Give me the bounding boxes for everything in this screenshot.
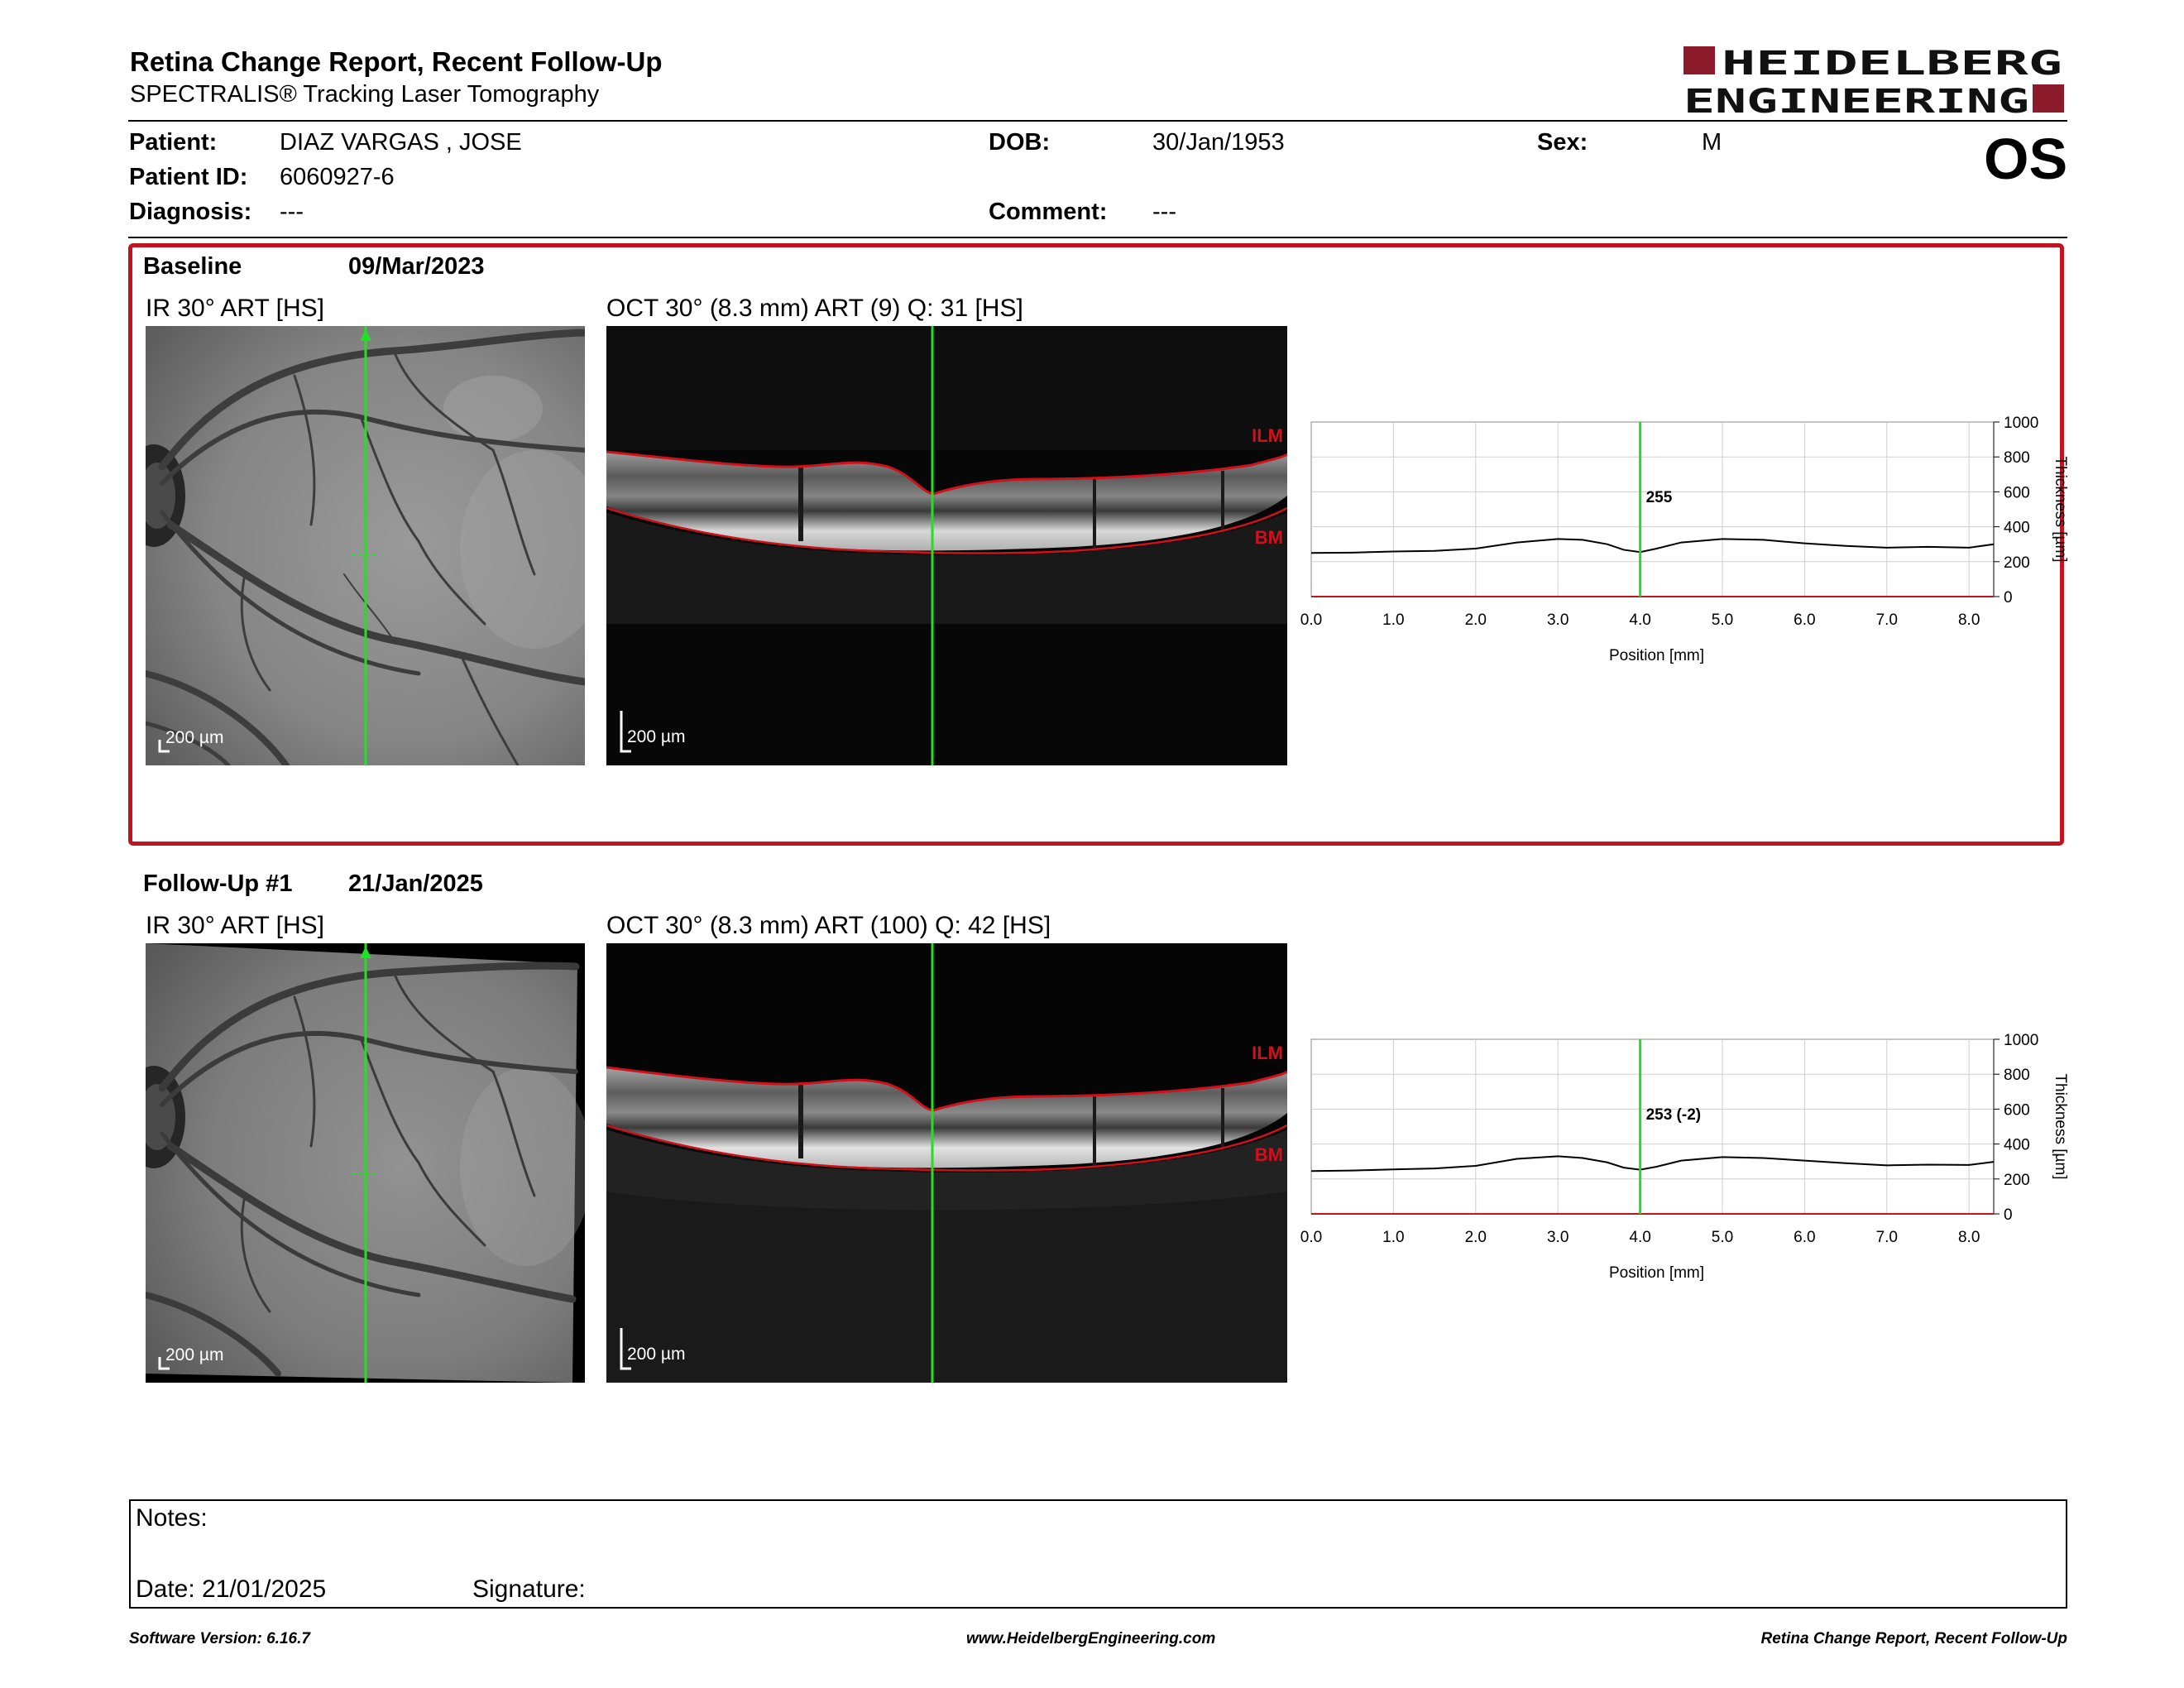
followup-ir-label: IR 30° ART [HS] xyxy=(146,912,324,939)
baseline-ir-label: IR 30° ART [HS] xyxy=(146,295,324,322)
followup-chart-y-tick-label: 800 xyxy=(2004,1067,2030,1084)
brand-logo: HEIDELBERG ENGINEERING xyxy=(1684,43,2064,121)
brand-logo-graphic: HEIDELBERG ENGINEERING xyxy=(1684,45,2064,121)
baseline-oct-graphic: ILM BM xyxy=(606,326,1287,765)
notes-box[interactable]: Notes: Date: 21/01/2025 Signature: xyxy=(129,1499,2067,1609)
baseline-chart-x-tick-label: 4.0 xyxy=(1629,611,1650,629)
followup-thickness-chart: 0.0 1.0 2.0 3.0 4.0 5.0 6.0 7.0 8.0 0 200 400 600 800… xyxy=(1291,1031,2069,1296)
baseline-ir-scale: 200 µm xyxy=(165,728,224,747)
eye-laterality: OS xyxy=(1984,127,2068,191)
baseline-thickness-chart-svg: 0.0 1.0 2.0 3.0 4.0 5.0 6.0 7.0 8.0 0 200 400 600 800… xyxy=(1300,415,2069,664)
patient-id-label: Patient ID: xyxy=(129,164,248,190)
followup-chart-x-tick-label: 6.0 xyxy=(1794,1229,1815,1246)
followup-chart-x-axis-label: Position [mm] xyxy=(1609,1264,1704,1282)
footer-website-link[interactable]: www.HeidelbergEngineering.com xyxy=(966,1630,1216,1647)
followup-fundus-graphic xyxy=(146,943,585,1383)
baseline-chart-x-axis-label: Position [mm] xyxy=(1609,647,1704,664)
baseline-ir-image[interactable]: 200 µm xyxy=(146,326,585,765)
baseline-bm-label: BM xyxy=(1255,527,1283,548)
followup-chart-x-tick-label: 2.0 xyxy=(1465,1229,1487,1246)
baseline-date: 09/Mar/2023 xyxy=(348,253,485,280)
followup-chart-cursor-value: 253 (-2) xyxy=(1646,1106,1702,1124)
sex-value: M xyxy=(1702,129,1722,156)
followup-oct-image[interactable]: ILM BM 200 µm xyxy=(606,943,1287,1383)
baseline-chart-x-tick-label: 1.0 xyxy=(1382,611,1404,629)
header-divider xyxy=(128,120,2067,122)
notes-label: Notes: xyxy=(136,1504,208,1532)
patient-divider xyxy=(128,237,2067,238)
followup-chart-x-tick-label: 0.0 xyxy=(1300,1229,1322,1246)
brand-square-top xyxy=(1684,46,1715,74)
followup-oct-scale: 200 µm xyxy=(627,1345,686,1364)
followup-oct-label: OCT 30° (8.3 mm) ART (100) Q: 42 [HS] xyxy=(606,912,1051,939)
followup-chart-x-tick-label: 1.0 xyxy=(1382,1229,1404,1246)
baseline-chart-x-tick-label: 2.0 xyxy=(1465,611,1487,629)
followup-chart-plot-area xyxy=(1310,1038,1995,1215)
footer-software-version: Software Version: 6.16.7 xyxy=(129,1630,310,1647)
baseline-chart-x-tick-label: 8.0 xyxy=(1958,611,1980,629)
brand-line2: ENGINEERING xyxy=(1684,83,2029,119)
baseline-chart-y-tick-label: 400 xyxy=(2004,520,2030,537)
followup-thickness-chart-svg: 0.0 1.0 2.0 3.0 4.0 5.0 6.0 7.0 8.0 0 200 400 600 800… xyxy=(1300,1032,2069,1282)
followup-chart-x-tick-label: 7.0 xyxy=(1876,1229,1898,1246)
followup-chart-x-tick-label: 3.0 xyxy=(1547,1229,1569,1246)
baseline-chart-y-tick-label: 600 xyxy=(2004,484,2030,501)
baseline-chart-x-tick-label: 0.0 xyxy=(1300,611,1322,629)
sex-label: Sex: xyxy=(1537,129,1588,156)
footer-report-name: Retina Change Report, Recent Follow-Up xyxy=(1760,1630,2067,1647)
baseline-fundus-graphic xyxy=(146,326,585,765)
diagnosis-label: Diagnosis: xyxy=(129,199,252,225)
baseline-label: Baseline xyxy=(143,253,242,280)
brand-square-bottom xyxy=(2033,84,2064,113)
baseline-ilm-label: ILM xyxy=(1252,425,1283,446)
report-subtitle: SPECTRALIS® Tracking Laser Tomography xyxy=(130,81,600,108)
followup-chart-x-tick-label: 8.0 xyxy=(1958,1229,1980,1246)
followup-chart-y-tick-label: 600 xyxy=(2004,1101,2030,1119)
baseline-oct-label: OCT 30° (8.3 mm) ART (9) Q: 31 [HS] xyxy=(606,295,1023,322)
dob-value: 30/Jan/1953 xyxy=(1152,129,1285,156)
baseline-oct-scale: 200 µm xyxy=(627,727,686,746)
followup-chart-y-tick-label: 400 xyxy=(2004,1137,2030,1154)
baseline-chart-cursor-value: 255 xyxy=(1646,489,1673,506)
followup-label: Follow-Up #1 xyxy=(143,870,293,897)
signature-label: Signature: xyxy=(472,1575,586,1603)
baseline-chart-y-axis-label: Thickness [µm] xyxy=(2052,456,2068,562)
patient-label: Patient: xyxy=(129,129,218,156)
baseline-chart-y-tick-label: 800 xyxy=(2004,449,2030,467)
baseline-chart-y-tick-label: 200 xyxy=(2004,554,2030,572)
report-title: Retina Change Report, Recent Follow-Up xyxy=(130,46,663,77)
followup-chart-x-tick-label: 4.0 xyxy=(1629,1229,1650,1246)
followup-date: 21/Jan/2025 xyxy=(348,870,483,897)
followup-chart-y-tick-label: 1000 xyxy=(2004,1032,2038,1049)
baseline-thickness-chart: 0.0 1.0 2.0 3.0 4.0 5.0 6.0 7.0 8.0 0 200 400 600 800… xyxy=(1291,414,2069,679)
followup-ilm-label: ILM xyxy=(1252,1043,1283,1063)
baseline-highlight-box xyxy=(128,243,2064,846)
baseline-chart-x-tick-label: 3.0 xyxy=(1547,611,1569,629)
followup-chart-y-tick-label: 200 xyxy=(2004,1172,2030,1189)
patient-id-value: 6060927-6 xyxy=(280,164,395,190)
baseline-oct-image[interactable]: ILM BM 200 µm xyxy=(606,326,1287,765)
followup-chart-y-tick-label: 0 xyxy=(2004,1206,2013,1224)
dob-label: DOB: xyxy=(989,129,1051,156)
baseline-chart-plot-area xyxy=(1310,421,1995,597)
followup-ir-image[interactable]: 200 µm xyxy=(146,943,585,1383)
patient-name: DIAZ VARGAS , JOSE xyxy=(280,129,522,156)
followup-chart-y-axis-label: Thickness [µm] xyxy=(2052,1073,2068,1179)
baseline-chart-x-tick-label: 6.0 xyxy=(1794,611,1815,629)
baseline-chart-y-tick-label: 1000 xyxy=(2004,415,2038,432)
diagnosis-value: --- xyxy=(280,199,304,225)
comment-value: --- xyxy=(1152,199,1176,225)
followup-bm-label: BM xyxy=(1255,1144,1283,1165)
followup-chart-x-tick-label: 5.0 xyxy=(1712,1229,1733,1246)
followup-oct-graphic: ILM BM xyxy=(606,943,1287,1383)
brand-line1: HEIDELBERG xyxy=(1722,45,2062,83)
notes-date: Date: 21/01/2025 xyxy=(136,1575,327,1603)
baseline-chart-y-tick-label: 0 xyxy=(2004,589,2013,607)
followup-ir-scale: 200 µm xyxy=(165,1345,224,1364)
baseline-chart-x-tick-label: 5.0 xyxy=(1712,611,1733,629)
baseline-chart-x-tick-label: 7.0 xyxy=(1876,611,1898,629)
comment-label: Comment: xyxy=(989,199,1108,225)
